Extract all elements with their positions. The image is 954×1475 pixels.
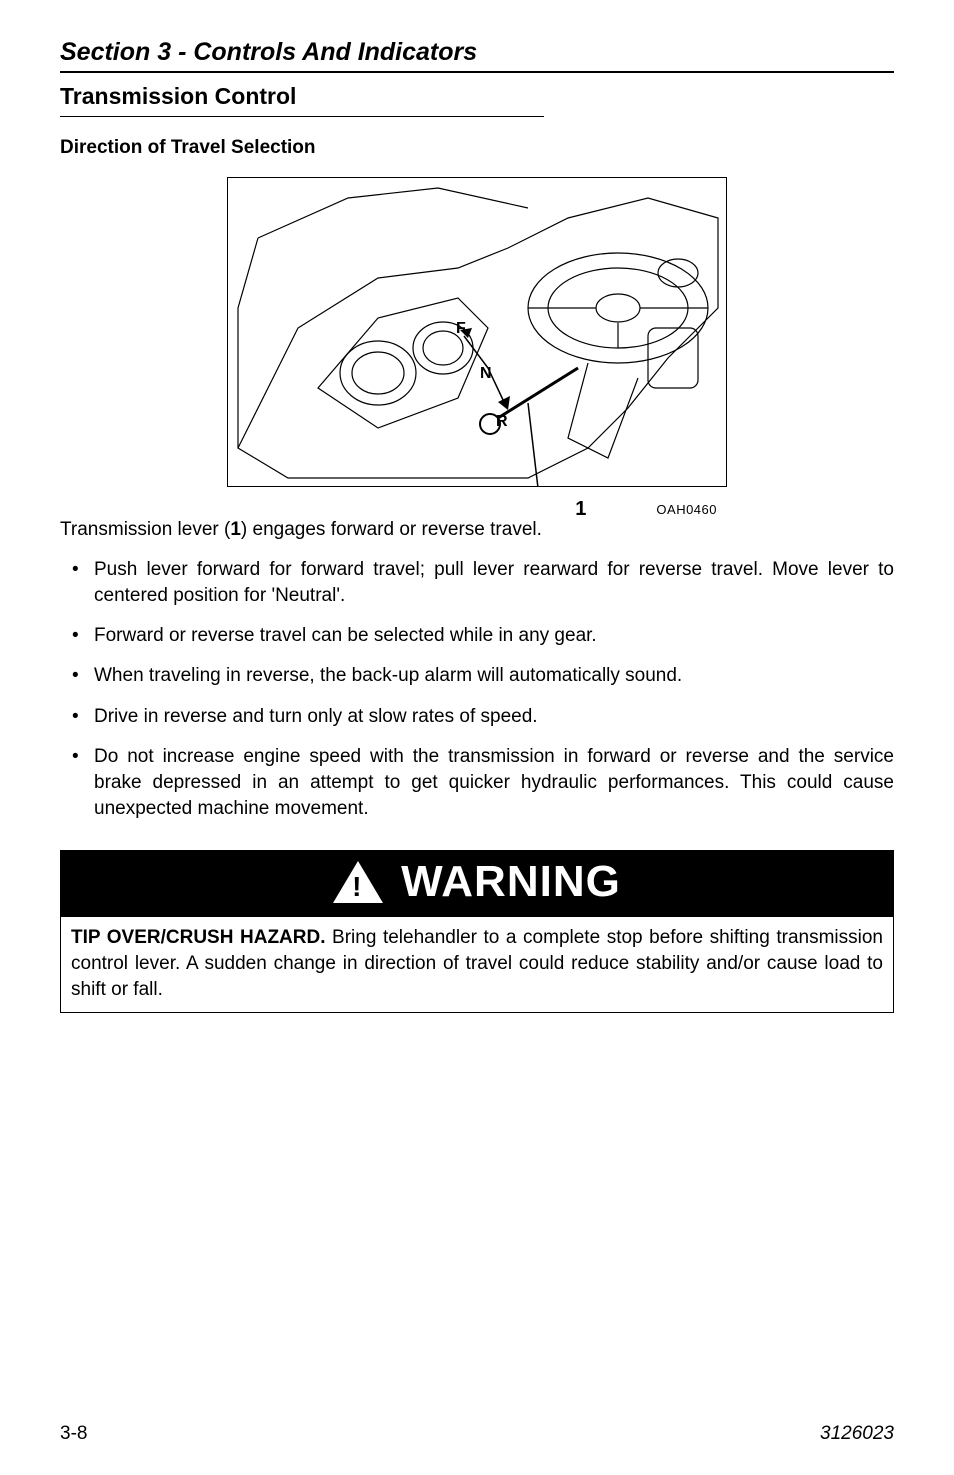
section-title: Section 3 - Controls And Indicators	[60, 38, 894, 73]
figure-svg: F N R	[228, 178, 727, 487]
warning-body: TIP OVER/CRUSH HAZARD. Bring telehandler…	[61, 917, 893, 1012]
footer-document-number: 3126023	[820, 1423, 894, 1445]
footer-page-number: 3-8	[60, 1423, 87, 1445]
figure-container: F N R 1 OAH0460	[60, 177, 894, 487]
figure-label-n: N	[480, 365, 492, 382]
figure-image-code: OAH0460	[656, 502, 717, 517]
intro-paragraph: Transmission lever (1) engages forward o…	[60, 517, 894, 543]
transmission-lever-figure: F N R	[227, 177, 727, 487]
bullet-list: Push lever forward for forward travel; p…	[60, 557, 894, 823]
figure-callout-number: 1	[575, 498, 586, 521]
warning-box: ! WARNING TIP OVER/CRUSH HAZARD. Bring t…	[60, 850, 894, 1013]
list-item: When traveling in reverse, the back-up a…	[60, 663, 894, 689]
warning-exclamation-icon: !	[352, 871, 361, 903]
intro-callout-bold: 1	[230, 519, 241, 540]
subsection-heading: Direction of Travel Selection	[60, 137, 894, 159]
warning-lead: TIP OVER/CRUSH HAZARD.	[71, 927, 326, 948]
warning-label: WARNING	[401, 857, 621, 907]
warning-triangle-icon: !	[333, 861, 383, 903]
page-heading: Transmission Control	[60, 83, 544, 117]
list-item: Forward or reverse travel can be selecte…	[60, 623, 894, 649]
figure-label-r: R	[496, 413, 508, 430]
warning-header: ! WARNING	[61, 851, 893, 917]
list-item: Do not increase engine speed with the tr…	[60, 744, 894, 823]
figure-label-f: F	[456, 320, 466, 337]
list-item: Drive in reverse and turn only at slow r…	[60, 704, 894, 730]
list-item: Push lever forward for forward travel; p…	[60, 557, 894, 609]
page-footer: 3-8 3126023	[60, 1423, 894, 1445]
